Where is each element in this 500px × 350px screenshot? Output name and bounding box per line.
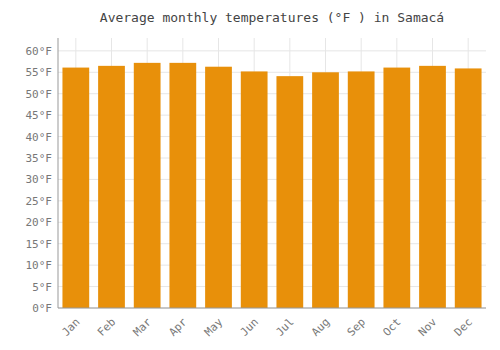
y-tick-label: 0°F xyxy=(32,302,52,315)
bar xyxy=(98,66,125,308)
y-tick-label: 5°F xyxy=(32,281,52,294)
grid-line xyxy=(58,50,486,51)
chart: Average monthly temperatures (°F ) in Sa… xyxy=(0,0,500,350)
x-tick-label: Mar xyxy=(131,315,155,339)
y-tick-label: 60°F xyxy=(26,45,53,58)
y-tick-label: 10°F xyxy=(26,259,53,272)
x-tick-label: Jan xyxy=(59,316,82,339)
bar xyxy=(241,71,268,308)
y-tick-label: 40°F xyxy=(26,131,53,144)
y-tick-label: 55°F xyxy=(26,66,53,79)
y-axis-line xyxy=(58,38,59,308)
bar xyxy=(312,72,339,308)
x-axis-line xyxy=(58,308,486,309)
bar xyxy=(205,67,232,308)
bar xyxy=(276,76,303,308)
title: Average monthly temperatures (°F ) in Sa… xyxy=(100,10,444,25)
x-tick-label: Dec xyxy=(452,316,475,339)
x-tick-label: Apr xyxy=(166,315,190,339)
x-tick-label: Oct xyxy=(380,316,403,339)
x-tick-label: May xyxy=(202,315,226,339)
bar xyxy=(134,63,161,308)
y-tick-label: 50°F xyxy=(26,88,53,101)
y-tick-label: 30°F xyxy=(26,173,53,186)
x-tick-label: Aug xyxy=(309,316,332,339)
y-tick-label: 25°F xyxy=(26,195,53,208)
x-tick-label: Jun xyxy=(238,316,261,339)
grid xyxy=(58,38,486,308)
y-tick-label: 45°F xyxy=(26,109,53,122)
bar xyxy=(419,66,446,308)
bar xyxy=(348,71,375,308)
bar xyxy=(383,68,410,308)
bar xyxy=(455,68,482,308)
x-tick-label: Sep xyxy=(345,316,368,339)
x-tick-label: Jul xyxy=(273,316,296,339)
y-tick-label: 15°F xyxy=(26,238,53,251)
grid-line xyxy=(58,308,486,309)
bar xyxy=(169,63,196,308)
bars xyxy=(62,63,481,308)
x-tick-label: Feb xyxy=(95,316,118,339)
y-tick-label: 20°F xyxy=(26,216,53,229)
bar xyxy=(62,68,89,308)
x-tick-label: Nov xyxy=(416,315,440,339)
y-tick-label: 35°F xyxy=(26,152,53,165)
